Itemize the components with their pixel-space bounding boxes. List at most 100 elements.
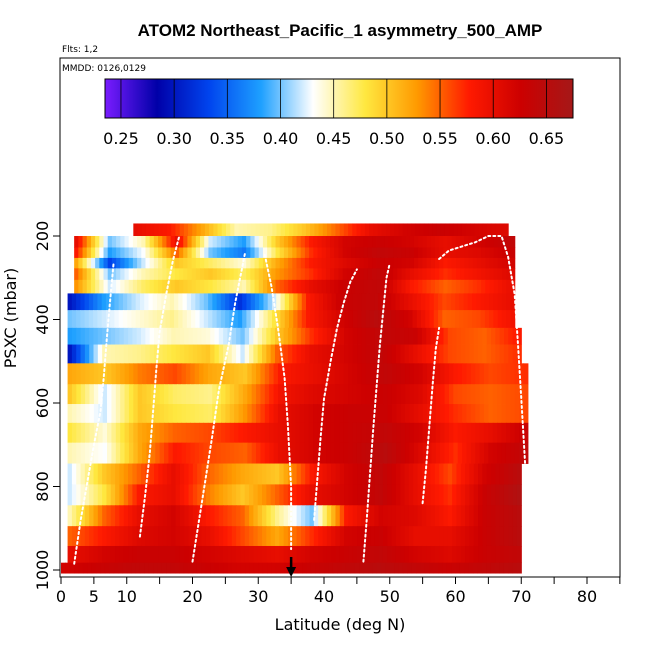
heatmap-cell: [80, 363, 86, 385]
heatmap-cell: [142, 422, 148, 444]
heatmap-cell: [71, 442, 77, 464]
heatmap-cell: [102, 463, 108, 485]
heatmap-cell: [199, 422, 205, 444]
heatmap-cell: [335, 526, 341, 547]
heatmap-cell: [396, 363, 402, 385]
heatmap-cell: [158, 545, 164, 564]
heatmap-cell: [417, 463, 423, 485]
heatmap-cell: [283, 279, 289, 294]
heatmap-cell: [97, 344, 103, 364]
heatmap-cell: [305, 463, 311, 485]
heatmap-cell: [352, 442, 358, 464]
heatmap-cell: [166, 484, 172, 506]
heatmap-cell: [128, 279, 134, 294]
heatmap-cell: [291, 404, 297, 424]
heatmap-cell: [459, 293, 465, 311]
heatmap-cell: [457, 223, 463, 237]
heatmap-cell: [409, 257, 415, 269]
heatmap-cell: [343, 442, 349, 464]
heatmap-cell: [322, 484, 328, 506]
heatmap-cell: [352, 384, 358, 405]
heatmap-cell: [101, 293, 107, 311]
heatmap-cell: [249, 463, 254, 485]
heatmap-cell: [201, 562, 207, 574]
heatmap-cell: [434, 257, 440, 269]
y-tick-label: 1000: [33, 550, 52, 591]
heatmap-cell: [175, 463, 181, 485]
heatmap-cell: [210, 505, 216, 527]
heatmap-cell: [76, 384, 82, 405]
heatmap-cell: [497, 293, 503, 311]
heatmap-cell: [107, 442, 113, 464]
heatmap-cell: [254, 236, 260, 248]
heatmap-cell: [374, 363, 380, 385]
heatmap-cell: [123, 526, 129, 547]
heatmap-cell: [135, 293, 141, 311]
heatmap-cell: [269, 442, 275, 464]
heatmap-cell: [257, 344, 263, 364]
heatmap-cell: [185, 422, 191, 444]
heatmap-cell: [279, 545, 285, 564]
heatmap-cell: [183, 279, 189, 294]
heatmap-cell: [465, 545, 470, 564]
heatmap-cell: [348, 463, 354, 485]
heatmap-cell: [141, 268, 147, 281]
heatmap-cell: [481, 562, 487, 574]
heatmap-cell: [286, 404, 292, 424]
heatmap-cell: [223, 327, 229, 345]
heatmap-cell: [321, 257, 327, 269]
heatmap-cell: [203, 293, 209, 311]
heatmap-cell: [489, 279, 495, 294]
heatmap-cell: [76, 363, 82, 385]
heatmap-cell: [76, 344, 82, 364]
heatmap-cell: [199, 404, 205, 424]
heatmap-cell: [233, 236, 239, 248]
heatmap-cell: [179, 268, 184, 281]
heatmap-cell: [116, 279, 121, 294]
flight-profile: [421, 326, 441, 505]
heatmap-cell: [227, 562, 233, 574]
heatmap-cell: [407, 562, 413, 574]
heatmap-cell: [155, 442, 161, 464]
heatmap-cell: [338, 268, 344, 281]
heatmap-cell: [519, 442, 525, 464]
heatmap-cell: [488, 404, 494, 424]
heatmap-cell: [404, 484, 410, 506]
heatmap-cell: [357, 484, 362, 506]
heatmap-cell: [251, 442, 257, 464]
heatmap-cell: [231, 463, 237, 485]
heatmap-cell: [357, 505, 362, 527]
heatmap-cell: [369, 223, 374, 237]
heatmap-cell: [437, 562, 443, 574]
colorbar-tick-label: 0.60: [475, 129, 511, 148]
heatmap-cell: [150, 384, 156, 405]
heatmap-cell: [460, 327, 466, 345]
heatmap-cell: [401, 257, 407, 269]
heatmap-cell: [116, 236, 121, 248]
heatmap-cell: [455, 293, 460, 311]
heatmap-cell: [150, 363, 156, 385]
heatmap-cell: [137, 223, 143, 237]
heatmap-cell: [338, 236, 344, 248]
heatmap-cell: [293, 310, 299, 329]
heatmap-cell: [114, 310, 120, 329]
heatmap-cell: [128, 463, 133, 485]
heatmap-cell: [164, 404, 169, 424]
heatmap-cell: [253, 327, 259, 345]
heatmap-cell: [376, 257, 382, 269]
heatmap-cell: [274, 327, 280, 345]
heatmap-cell: [158, 236, 163, 248]
heatmap-cell: [227, 505, 233, 527]
heatmap-cell: [237, 247, 243, 259]
heatmap-cell: [339, 327, 345, 345]
heatmap-cell: [203, 384, 209, 405]
heatmap-cell: [181, 384, 187, 405]
heatmap-cell: [210, 526, 216, 547]
heatmap-cell: [457, 422, 463, 444]
heatmap-cell: [170, 247, 176, 259]
heatmap-cell: [357, 344, 362, 364]
heatmap-cell: [326, 463, 332, 485]
heatmap-cell: [384, 268, 390, 281]
heatmap-cell: [78, 257, 84, 269]
heatmap-cell: [217, 223, 223, 237]
